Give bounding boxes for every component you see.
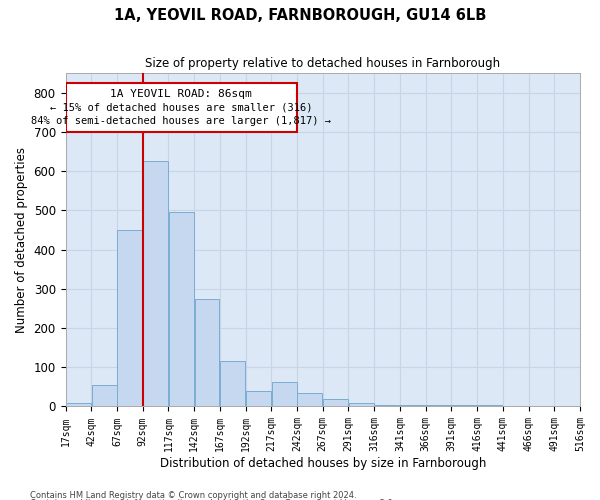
Bar <box>220 362 245 406</box>
Bar <box>298 392 322 406</box>
Bar <box>272 382 296 406</box>
Text: 84% of semi-detached houses are larger (1,817) →: 84% of semi-detached houses are larger (… <box>31 116 331 126</box>
Bar <box>66 83 297 132</box>
X-axis label: Distribution of detached houses by size in Farnborough: Distribution of detached houses by size … <box>160 457 486 470</box>
Text: ← 15% of detached houses are smaller (316): ← 15% of detached houses are smaller (31… <box>50 102 313 113</box>
Bar <box>66 402 91 406</box>
Bar <box>323 398 348 406</box>
Text: Contains public sector information licensed under the Open Government Licence v3: Contains public sector information licen… <box>30 499 395 500</box>
Text: 1A YEOVIL ROAD: 86sqm: 1A YEOVIL ROAD: 86sqm <box>110 88 252 99</box>
Bar <box>169 212 194 406</box>
Bar <box>400 404 425 406</box>
Text: Contains HM Land Registry data © Crown copyright and database right 2024.: Contains HM Land Registry data © Crown c… <box>30 490 356 500</box>
Title: Size of property relative to detached houses in Farnborough: Size of property relative to detached ho… <box>145 58 500 70</box>
Text: 1A, YEOVIL ROAD, FARNBOROUGH, GU14 6LB: 1A, YEOVIL ROAD, FARNBOROUGH, GU14 6LB <box>114 8 486 22</box>
Bar <box>478 404 502 406</box>
Bar <box>246 391 271 406</box>
Bar <box>143 162 168 406</box>
Bar <box>374 404 400 406</box>
Bar <box>92 385 116 406</box>
Bar <box>194 298 220 406</box>
Bar <box>349 402 374 406</box>
Bar <box>118 230 142 406</box>
Y-axis label: Number of detached properties: Number of detached properties <box>15 147 28 333</box>
